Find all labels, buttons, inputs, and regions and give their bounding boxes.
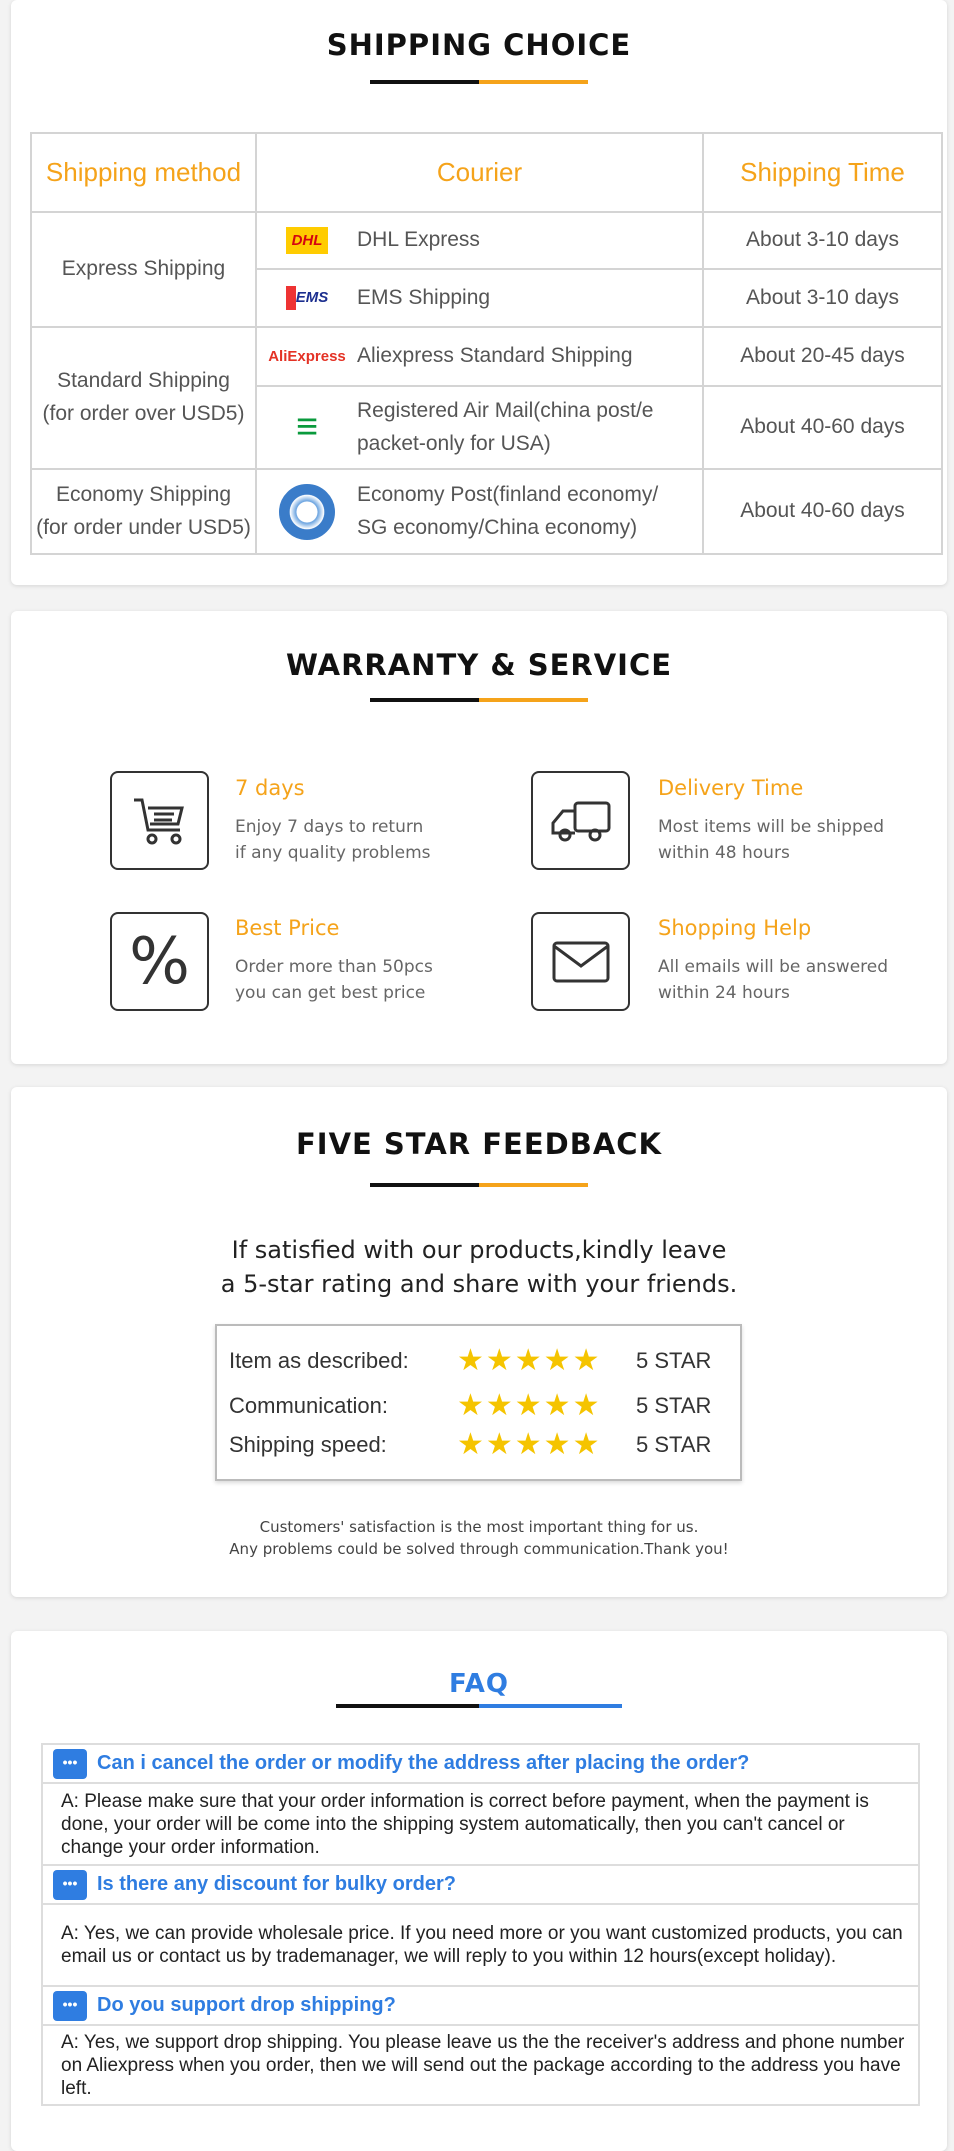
faq-question[interactable]: ••• Can i cancel the order or modify the … [43, 1745, 918, 1784]
warranty-card: WARRANTY & SERVICE 7 days Enjoy 7 days t… [11, 611, 947, 1064]
five-stars-icon: ★★★★★ [457, 1389, 602, 1422]
rating-row: Shipping speed: ★★★★★ 5 STAR [229, 1428, 712, 1461]
method-cell: Economy Shipping (for order under USD5) [30, 468, 257, 555]
un-emblem-icon [257, 483, 357, 540]
warranty-heading: 7 days [235, 776, 305, 800]
faq-card: FAQ ••• Can i cancel the order or modify … [11, 1631, 947, 2151]
warranty-text: Order more than 50pcs you can get best pr… [235, 957, 433, 1003]
feedback-card: FIVE STAR FEEDBACK If satisfied with our… [11, 1087, 947, 1597]
warranty-text: Most items will be shipped within 48 hour… [658, 817, 884, 863]
china-post-icon: ≡ [295, 406, 319, 449]
warranty-text: Enjoy 7 days to return if any quality pro… [235, 817, 431, 863]
truck-icon [531, 771, 630, 870]
time-cell: About 3-10 days [702, 268, 943, 328]
cart-icon [110, 771, 209, 870]
percent-icon: % [110, 912, 209, 1011]
feedback-footer: Customers' satisfaction is the most impo… [229, 1518, 729, 1558]
shipping-choice-card: SHIPPING CHOICE Shipping method Courier … [11, 0, 947, 585]
faq-list: ••• Can i cancel the order or modify the … [41, 1743, 920, 2106]
warranty-heading: Delivery Time [658, 776, 804, 800]
five-stars-icon: ★★★★★ [457, 1428, 602, 1461]
rating-row: Communication: ★★★★★ 5 STAR [229, 1389, 712, 1422]
dhl-logo: DHL [257, 226, 357, 255]
method-cell: Express Shipping [30, 211, 257, 328]
faq-answer: A: Yes, we can provide wholesale price. … [43, 1905, 918, 1987]
section-title: FAQ [448, 1669, 509, 1699]
faq-answer: A: Yes, we support drop shipping. You pl… [61, 2031, 905, 2099]
title-underline [370, 698, 588, 702]
warranty-heading: Best Price [235, 916, 340, 940]
warranty-text: All emails will be answered within 24 hou… [658, 957, 889, 1003]
chat-bubble-icon: ••• [53, 1869, 87, 1900]
aliexpress-logo: AliExpress [268, 347, 346, 365]
chat-bubble-icon: ••• [53, 1990, 87, 2021]
chat-bubble-icon: ••• [53, 1748, 87, 1779]
time-cell: About 20-45 days [702, 326, 943, 387]
section-title: WARRANTY & SERVICE [285, 648, 673, 682]
time-cell: About 40-60 days [702, 385, 943, 470]
ems-logo: EMS [257, 286, 357, 310]
method-cell: Standard Shipping (for order over USD5) [30, 326, 257, 470]
faq-question[interactable]: ••• Do you support drop shipping? [43, 1987, 918, 2026]
rating-box: Item as described: ★★★★★ 5 STAR Communicat… [215, 1324, 742, 1481]
title-underline [336, 1704, 622, 1708]
shipping-table: Shipping method Courier Shipping Time Ex… [30, 132, 943, 555]
title-underline [370, 1183, 588, 1187]
title-underline [370, 80, 588, 84]
faq-question[interactable]: ••• Is there any discount for bulky order… [43, 1866, 918, 1905]
section-title: SHIPPING CHOICE [326, 28, 632, 62]
envelope-icon [531, 912, 630, 1011]
rating-row: Item as described: ★★★★★ 5 STAR [229, 1344, 712, 1377]
five-stars-icon: ★★★★★ [457, 1344, 602, 1377]
faq-answer: A: Please make sure that your order info… [43, 1784, 918, 1866]
section-title: FIVE STAR FEEDBACK [295, 1127, 663, 1161]
time-cell: About 3-10 days [702, 211, 943, 270]
warranty-heading: Shopping Help [658, 916, 812, 940]
feedback-intro: If satisfied with our products,kindly le… [220, 1236, 738, 1298]
time-cell: About 40-60 days [702, 468, 943, 555]
header-courier: Courier [255, 132, 704, 213]
header-time: Shipping Time [702, 132, 943, 213]
header-method: Shipping method [30, 132, 257, 213]
